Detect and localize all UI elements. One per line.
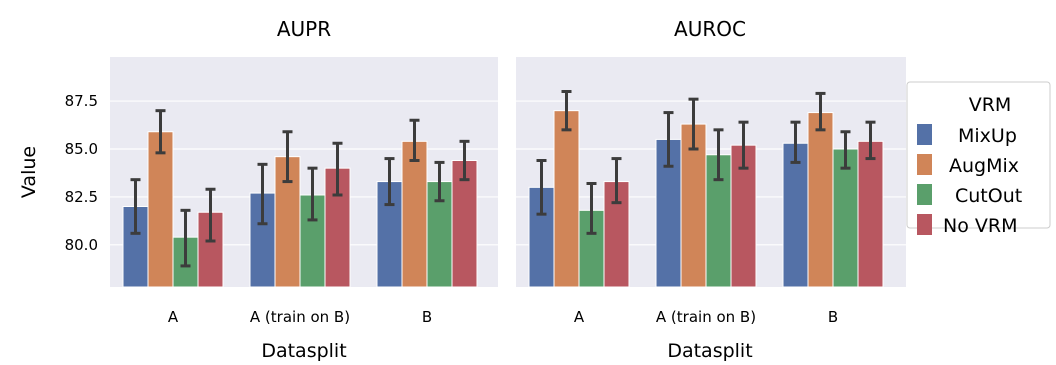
auroc-bar-augmix	[680, 123, 707, 288]
aupr-error-bar-augmix	[282, 130, 293, 184]
auroc-bar-mixup	[782, 142, 809, 288]
auroc-error-bar-mixup	[790, 120, 801, 164]
aupr-error-bar-cutout	[434, 160, 445, 203]
aupr-bars	[122, 131, 478, 288]
aupr-error-bar-augmix	[409, 118, 420, 162]
auroc-error-bar-no-vrm	[865, 120, 876, 161]
aupr-error-bar-no-vrm	[205, 187, 216, 243]
aupr-error-bar-no-vrm	[332, 141, 343, 197]
auroc-bar-augmix	[553, 110, 580, 288]
legend-label-augmix: AugMix	[949, 155, 1019, 177]
y-tick-label: 87.5	[65, 92, 98, 110]
legend-label-mixup: MixUp	[958, 125, 1017, 147]
auroc-bar-augmix	[807, 112, 834, 288]
legend-swatch-novrm	[917, 214, 932, 235]
aupr-bar-no-vrm	[451, 160, 478, 288]
aupr-x-axis-label: Datasplit	[261, 340, 346, 362]
auroc-panel-title: AUROC	[674, 17, 746, 41]
aupr-error-bar-cutout	[180, 208, 191, 268]
aupr-bar-augmix	[147, 131, 174, 288]
auroc-bar-cutout	[832, 148, 859, 288]
auroc-error-bar-no-vrm	[738, 120, 749, 170]
aupr-x-tick-label: A (train on B)	[250, 308, 350, 326]
auroc-error-bar-cutout	[713, 128, 724, 182]
auroc-error-bars	[536, 90, 876, 235]
auroc-error-bar-mixup	[663, 111, 674, 168]
legend-title: VRM	[969, 94, 1012, 116]
aupr-x-tick-labels: A A (train on B) B	[168, 308, 432, 326]
aupr-x-tick-label: A	[168, 308, 179, 326]
y-tick-label: 80.0	[65, 236, 98, 254]
aupr-panel: 80.0 82.5 85.0 87.5 A A (train on B) B AUPR D…	[18, 17, 498, 362]
legend: VRM MixUp AugMix CutOut No VRM	[906, 81, 1051, 237]
auroc-x-tick-label: B	[828, 308, 838, 326]
legend-box	[906, 81, 1051, 229]
auroc-x-tick-label: A	[574, 308, 585, 326]
aupr-x-tick-label: B	[422, 308, 432, 326]
auroc-bar-no-vrm	[857, 140, 884, 288]
auroc-panel: A A (train on B) B AUROC Datasplit	[516, 17, 906, 362]
auroc-error-bar-cutout	[840, 130, 851, 170]
aupr-error-bar-no-vrm	[459, 139, 470, 182]
aupr-error-bars	[130, 109, 470, 268]
legend-label-novrm: No VRM	[943, 215, 1017, 237]
y-axis-label: Value	[18, 146, 40, 198]
auroc-error-bar-no-vrm	[611, 157, 622, 205]
aupr-error-bar-mixup	[130, 178, 141, 235]
auroc-x-tick-labels: A A (train on B) B	[574, 308, 838, 326]
y-tick-label: 85.0	[65, 140, 98, 158]
auroc-error-bar-augmix	[688, 97, 699, 151]
aupr-error-bar-mixup	[257, 162, 268, 226]
auroc-error-bar-mixup	[536, 159, 547, 216]
legend-swatch-augmix	[917, 154, 932, 175]
aupr-bar-no-vrm	[324, 167, 351, 288]
aupr-error-bar-cutout	[307, 166, 318, 222]
legend-label-cutout: CutOut	[955, 185, 1022, 207]
legend-swatch-cutout	[917, 184, 932, 205]
aupr-bar-augmix	[401, 140, 428, 288]
auroc-x-tick-label: A (train on B)	[656, 308, 756, 326]
aupr-error-bar-mixup	[384, 157, 395, 207]
auroc-error-bar-augmix	[561, 90, 572, 132]
aupr-y-tick-labels: 80.0 82.5 85.0 87.5	[65, 92, 98, 254]
auroc-x-axis-label: Datasplit	[667, 340, 752, 362]
auroc-error-bar-cutout	[586, 182, 597, 235]
y-tick-label: 82.5	[65, 188, 98, 206]
auroc-error-bar-augmix	[815, 91, 826, 132]
aupr-panel-title: AUPR	[277, 17, 331, 41]
legend-swatch-mixup	[917, 124, 932, 145]
aupr-error-bar-augmix	[155, 109, 166, 155]
